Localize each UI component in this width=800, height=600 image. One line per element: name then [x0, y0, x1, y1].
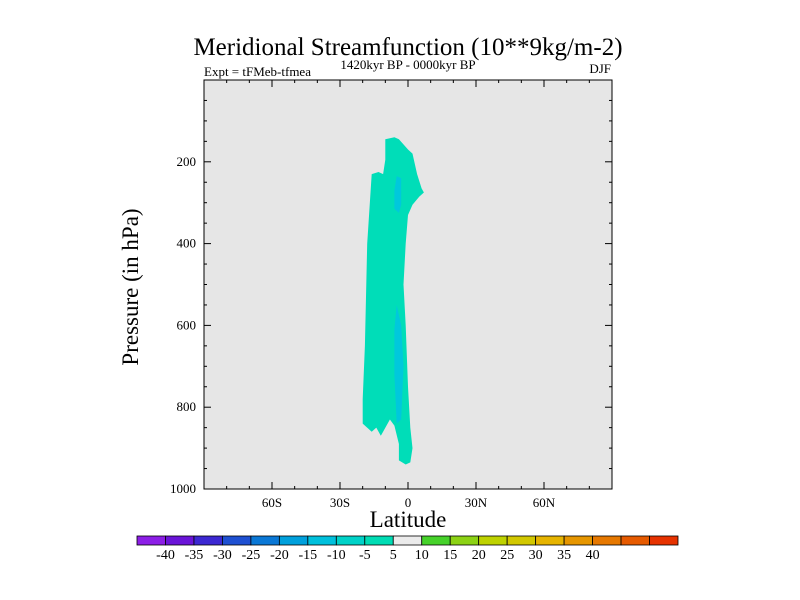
- colorbar-swatch: [535, 535, 565, 546]
- experiment-label: Expt = tFMeb-tfmea: [204, 64, 311, 79]
- colorbar-swatch: [250, 535, 280, 546]
- colorbar-swatch: [364, 535, 394, 546]
- contour-region-negative-weak: [362, 137, 424, 465]
- colorbar-swatch: [392, 535, 423, 546]
- colorbar-swatch: [449, 535, 480, 546]
- y-axis-label: Pressure (in hPa): [118, 208, 143, 365]
- colorbar-swatch: [478, 535, 508, 546]
- y-tick-label: 400: [177, 236, 197, 251]
- contour-region-negative-moderate-lower: [394, 305, 404, 424]
- colorbar: -40 -35 -30 -25 -20 -15 -10 -5 5 10 15 20 25 30 35 40: [136, 535, 679, 563]
- colorbar-swatch: [592, 535, 622, 546]
- colorbar-label: -30: [213, 548, 232, 563]
- y-tick-label: 600: [177, 317, 197, 332]
- y-tick-label: 800: [177, 399, 197, 414]
- x-tick-label: 60S: [262, 495, 282, 510]
- colorbar-swatch: [335, 535, 366, 546]
- colorbar-swatch: [506, 535, 537, 546]
- colorbar-label: -20: [270, 548, 289, 563]
- colorbar-swatch: [165, 535, 195, 546]
- chart-title: Meridional Streamfunction (10**9kg/m-2): [193, 34, 622, 61]
- y-tick-label: 1000: [170, 481, 196, 496]
- colorbar-label: 30: [529, 548, 543, 563]
- colorbar-swatch: [222, 535, 252, 546]
- colorbar-label: -15: [298, 548, 317, 563]
- colorbar-label: 40: [586, 548, 600, 563]
- x-tick-label: 60N: [533, 495, 556, 510]
- x-tick-label: 30N: [465, 495, 488, 510]
- colorbar-label: 5: [390, 548, 397, 563]
- colorbar-label: 35: [557, 548, 571, 563]
- colorbar-label: 25: [500, 548, 514, 563]
- colorbar-label: 15: [443, 548, 457, 563]
- colorbar-label: -40: [156, 548, 175, 563]
- colorbar-swatch: [278, 535, 309, 546]
- contour-regions: [362, 137, 424, 465]
- colorbar-label: -5: [359, 548, 371, 563]
- x-axis-label: Latitude: [370, 507, 447, 532]
- x-tick-label: 0: [405, 495, 412, 510]
- colorbar-swatch: [421, 535, 451, 546]
- colorbar-label: 10: [415, 548, 429, 563]
- y-tick-label: 200: [177, 154, 197, 169]
- axis-ticks: 60S 30S 0 30N 60N 200 400 600 800 1000: [170, 80, 613, 510]
- colorbar-swatch: [136, 535, 166, 546]
- colorbar-label: -35: [185, 548, 204, 563]
- period-label: 1420kyr BP - 0000kyr BP: [340, 57, 475, 72]
- colorbar-swatch: [649, 535, 679, 546]
- colorbar-label: 20: [472, 548, 486, 563]
- colorbar-swatch: [193, 535, 223, 546]
- season-label: DJF: [589, 61, 611, 76]
- colorbar-swatch: [307, 535, 337, 546]
- x-tick-label: 30S: [330, 495, 350, 510]
- colorbar-label: -25: [242, 548, 261, 563]
- colorbar-swatch: [620, 535, 650, 546]
- contour-region-negative-moderate-upper: [394, 176, 402, 213]
- colorbar-label: -10: [327, 548, 346, 563]
- colorbar-swatch: [563, 535, 593, 546]
